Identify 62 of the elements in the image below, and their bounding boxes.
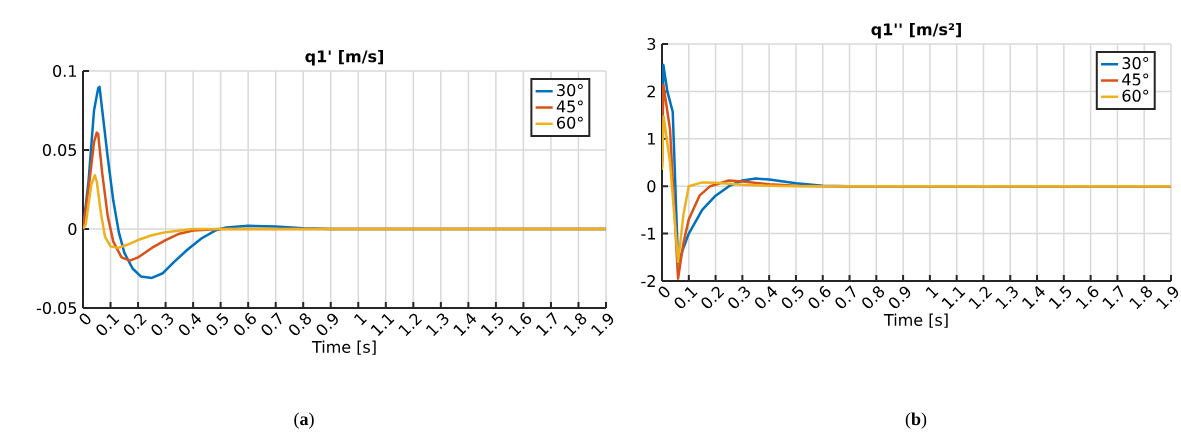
x-tick-label: 0.4 — [755, 286, 778, 309]
x-tick-label: 0.2 — [701, 286, 725, 309]
chart-title: q1'' [m/s²] — [871, 22, 961, 39]
x-tick-label: 1.2 — [968, 286, 993, 310]
text: (a) — [294, 412, 314, 429]
y-tick-label: 0.1 — [53, 64, 76, 78]
x-tick-label: 0.6 — [234, 312, 256, 336]
x-tick-label: 1.6 — [508, 312, 532, 337]
x-tick-label: 0.6 — [808, 285, 831, 309]
x-tick-label: 1.9 — [1156, 286, 1179, 310]
x-tick-label: 1.6 — [1075, 285, 1099, 310]
y-tick-label: 1 — [648, 132, 655, 145]
x-tick-label: 1.1 — [370, 313, 395, 336]
x-tick-label: 1.5 — [480, 312, 504, 336]
x-tick-label: 0 — [79, 313, 91, 325]
legend-label: 30° — [557, 84, 583, 97]
x-tick-label: 1.7 — [536, 312, 557, 336]
y-tick-label: 3 — [647, 37, 656, 51]
y-tick-label: 2 — [647, 85, 655, 98]
x-tick-label: 1.7 — [1102, 285, 1124, 309]
x-tick-label: 1.5 — [1048, 285, 1072, 309]
x-tick-label: 1.8 — [1129, 286, 1153, 310]
y-tick-label: 0 — [647, 180, 656, 193]
x-tick-label: 1 — [925, 286, 939, 299]
x-tick-label: 1.4 — [1022, 285, 1045, 309]
x-tick-label: 1.4 — [453, 312, 477, 336]
x-tick-label: 1.9 — [591, 313, 614, 337]
y-tick-label: -1 — [641, 227, 655, 240]
x-tick-label: 1 — [354, 313, 367, 326]
x-tick-label: 0.2 — [123, 313, 147, 336]
x-tick-label: 0.1 — [674, 287, 698, 309]
x-tick-label: 1.3 — [995, 286, 1018, 310]
x-tick-label: 1.3 — [426, 313, 449, 337]
legend-label: 45° — [556, 100, 583, 113]
x-tick-label: 0.3 — [151, 313, 174, 336]
text: (b) — [905, 412, 927, 429]
x-tick-label: 1.1 — [941, 286, 966, 309]
chart-title: q1' [m/s] — [305, 49, 383, 66]
x-tick-label: 0.7 — [261, 312, 282, 336]
x-axis-title: Time [s] — [883, 313, 948, 328]
legend-label: 60° — [557, 116, 583, 129]
x-tick-label: 0.9 — [889, 286, 911, 309]
legend-label: 45° — [1122, 73, 1149, 86]
y-tick-label: -2 — [641, 275, 655, 287]
x-tick-label: 1.8 — [563, 313, 587, 337]
y-tick-label: -0.05 — [36, 301, 77, 315]
x-tick-label: 0.4 — [179, 313, 202, 336]
x-tick-label: 0.5 — [781, 285, 804, 309]
legend-label: 60° — [1122, 89, 1149, 102]
x-tick-label: 0.9 — [316, 313, 338, 336]
x-tick-label: 0.1 — [96, 314, 120, 336]
y-tick-label: 0.05 — [42, 143, 77, 157]
x-tick-label: 1.2 — [398, 313, 422, 337]
y-tick-label: 0 — [68, 222, 77, 236]
x-tick-label: 0.7 — [835, 285, 856, 309]
x-tick-label: 0 — [658, 286, 670, 298]
x-tick-label: 0.8 — [289, 313, 312, 336]
legend-label: 30° — [1122, 57, 1149, 70]
x-axis-title: Time [s] — [311, 340, 376, 355]
x-tick-label: 0.3 — [728, 286, 750, 309]
x-tick-label: 0.8 — [862, 286, 885, 309]
x-tick-label: 0.5 — [206, 312, 229, 336]
